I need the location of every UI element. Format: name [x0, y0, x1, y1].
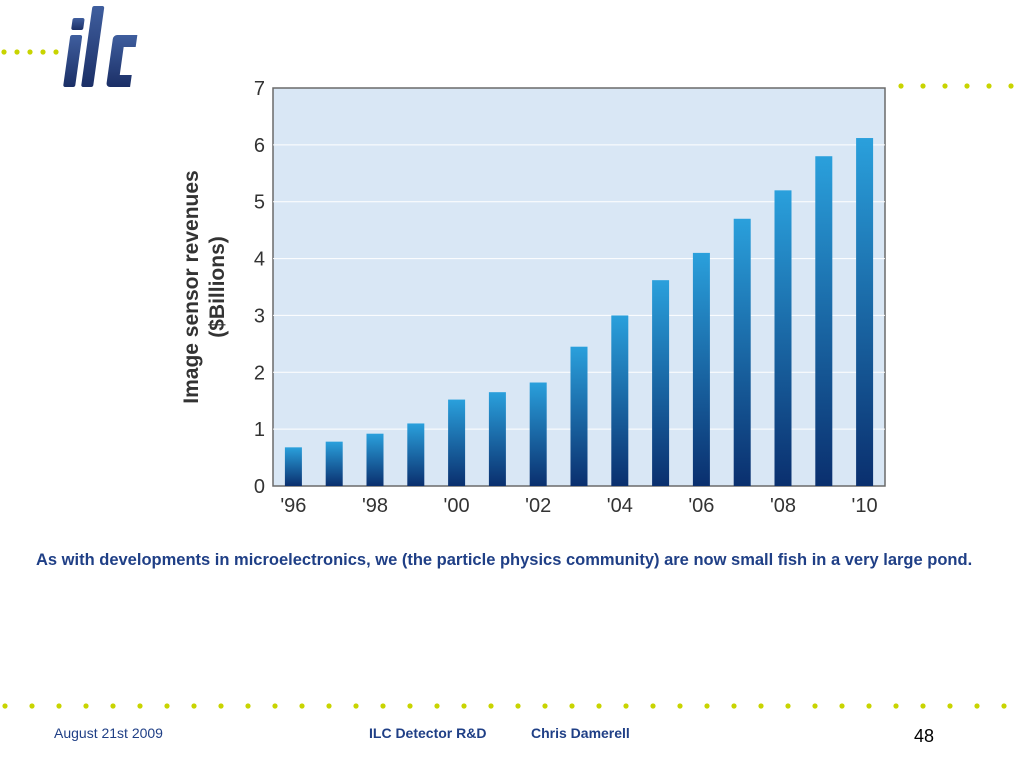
- decorative-dot: [53, 49, 59, 55]
- decorative-dot: [137, 703, 143, 709]
- x-tick-label: '96: [280, 495, 306, 517]
- decorative-dot: [947, 703, 953, 709]
- decorative-dot: [110, 703, 116, 709]
- decorative-dot: [40, 49, 46, 55]
- footer-author: Chris Damerell: [531, 725, 630, 741]
- decorative-dots-bottom: [2, 703, 1007, 709]
- footer-date: August 21st 2009: [54, 725, 163, 741]
- decorative-dot: [898, 83, 904, 89]
- decorative-dot: [272, 703, 278, 709]
- decorative-dot: [14, 49, 20, 55]
- bar-1998: [366, 433, 384, 486]
- decorative-dot: [893, 703, 899, 709]
- decorative-dot: [164, 703, 170, 709]
- bar-2010: [856, 138, 874, 486]
- bar-2001: [488, 392, 506, 486]
- decorative-dot: [920, 703, 926, 709]
- decorative-dot: [353, 703, 359, 709]
- bar-2003: [570, 346, 588, 486]
- y-tick-label: 1: [254, 419, 265, 441]
- decorative-dot: [623, 703, 629, 709]
- x-tick-label: '00: [444, 495, 470, 517]
- decorative-dot: [839, 703, 845, 709]
- decorative-dot: [191, 703, 197, 709]
- x-tick-label: '98: [362, 495, 388, 517]
- decorative-dot: [488, 703, 494, 709]
- bar-2007: [733, 218, 751, 486]
- x-tick-label: '02: [525, 495, 551, 517]
- bar-2005: [652, 280, 670, 486]
- decorative-dot: [83, 703, 89, 709]
- y-axis-unit-label: ($Billions): [206, 236, 229, 338]
- decorative-dot: [1001, 703, 1007, 709]
- decorative-dot: [974, 703, 980, 709]
- decorative-dot: [299, 703, 305, 709]
- y-tick-label: 6: [254, 135, 265, 157]
- decorative-dot: [866, 703, 872, 709]
- x-tick-label: '08: [770, 495, 796, 517]
- decorative-dot: [758, 703, 764, 709]
- ilc-logo: [63, 6, 138, 87]
- decorative-dot: [731, 703, 737, 709]
- x-tick-label: '04: [607, 495, 633, 517]
- x-tick-label: '06: [688, 495, 714, 517]
- decorative-dot: [2, 703, 8, 709]
- decorative-dot: [596, 703, 602, 709]
- decorative-dot: [569, 703, 575, 709]
- bar-1996: [284, 447, 302, 486]
- y-tick-label: 5: [254, 192, 265, 214]
- y-tick-label: 4: [254, 249, 265, 271]
- revenue-bar-chart: 0 1 2 3 4 5 6 7 '96 '98 '00 '02 '04 '06 '08 '10 Image …: [180, 78, 886, 517]
- decorative-dots-top-left: [1, 49, 59, 55]
- bar-2009: [815, 156, 833, 486]
- bar-1997: [325, 441, 343, 486]
- decorative-dot: [942, 83, 948, 89]
- decorative-dot: [1008, 83, 1014, 89]
- bar-2000: [448, 399, 466, 486]
- bar-2008: [774, 190, 792, 486]
- bar-1999: [407, 423, 425, 486]
- decorative-dot: [56, 703, 62, 709]
- decorative-dot: [812, 703, 818, 709]
- decorative-dot: [1, 49, 7, 55]
- y-tick-label: 0: [254, 476, 265, 498]
- decorative-dot: [407, 703, 413, 709]
- decorative-dot: [785, 703, 791, 709]
- decorative-dot: [986, 83, 992, 89]
- y-tick-label: 3: [254, 305, 265, 327]
- decorative-dot: [29, 703, 35, 709]
- decorative-dot: [677, 703, 683, 709]
- y-tick-label: 2: [254, 362, 265, 384]
- decorative-dot: [218, 703, 224, 709]
- decorative-dots-top-right: [898, 83, 1014, 89]
- x-tick-label: '10: [852, 495, 878, 517]
- decorative-dot: [704, 703, 710, 709]
- footer-title: ILC Detector R&D: [369, 725, 487, 741]
- y-tick-label: 7: [254, 78, 265, 100]
- slide-caption: As with developments in microelectronics…: [36, 551, 973, 569]
- y-axis-label: Image sensor revenues: [180, 170, 203, 403]
- decorative-dot: [245, 703, 251, 709]
- decorative-dot: [964, 83, 970, 89]
- decorative-dot: [380, 703, 386, 709]
- decorative-dot: [920, 83, 926, 89]
- decorative-dot: [542, 703, 548, 709]
- bar-2002: [529, 382, 547, 486]
- decorative-dot: [515, 703, 521, 709]
- bar-2004: [611, 315, 629, 486]
- page-number: 48: [914, 726, 935, 746]
- decorative-dot: [461, 703, 467, 709]
- decorative-dot: [27, 49, 33, 55]
- bar-2006: [692, 252, 710, 486]
- decorative-dot: [326, 703, 332, 709]
- decorative-dot: [434, 703, 440, 709]
- decorative-dot: [650, 703, 656, 709]
